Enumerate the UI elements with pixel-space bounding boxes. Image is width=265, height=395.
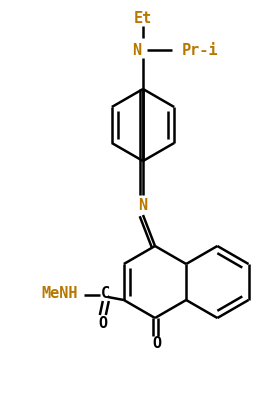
Text: MeNH: MeNH — [42, 286, 78, 301]
Text: C: C — [101, 286, 111, 301]
Text: O: O — [152, 337, 162, 352]
Text: Pr-i: Pr-i — [182, 43, 218, 58]
Text: N: N — [138, 198, 148, 213]
Text: N: N — [132, 43, 142, 58]
Text: Et: Et — [134, 11, 152, 26]
Text: O: O — [98, 316, 107, 331]
